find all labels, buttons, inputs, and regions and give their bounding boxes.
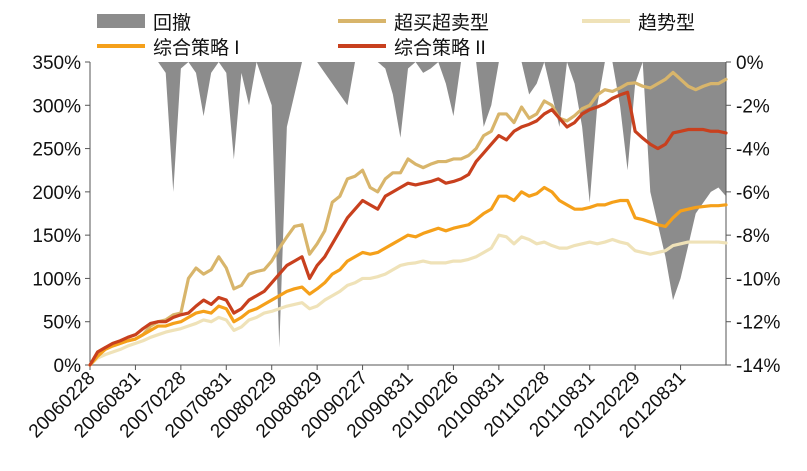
left-y-tick-label: 100% <box>32 269 81 290</box>
right-y-tick-label: -14% <box>736 356 780 377</box>
series-line-2 <box>88 233 728 367</box>
legend-label: 超买超卖型 <box>394 12 489 34</box>
right-y-tick-label: -8% <box>736 226 770 247</box>
left-y-axis-tick-labels: 0% 50% 100% 150% 200% 250% 300% 350% <box>32 53 81 377</box>
legend-label: 综合策略 II <box>394 37 486 59</box>
series-line-1 <box>88 70 728 367</box>
x-axis-tick-labels: 2006022820060831200702282007083120080229… <box>25 368 690 443</box>
right-y-tick-label: -10% <box>736 269 780 290</box>
axes <box>85 61 731 370</box>
series-line-3 <box>88 185 728 367</box>
right-y-tick-label: -2% <box>736 96 770 117</box>
left-y-tick-label: 350% <box>32 53 81 74</box>
legend-label: 综合策略 I <box>153 37 240 59</box>
left-y-tick-label: 200% <box>32 183 81 204</box>
right-y-tick-label: -12% <box>736 313 780 334</box>
right-y-axis-tick-labels: 0% -2% -4% -6% -8% -10% -12% -14% <box>736 53 780 377</box>
left-y-tick-label: 50% <box>43 313 81 334</box>
legend-swatch <box>97 14 145 28</box>
right-y-tick-label: -4% <box>736 140 770 161</box>
drawdown-area-layer <box>90 62 726 348</box>
right-y-tick-label: -6% <box>736 183 770 204</box>
left-y-tick-label: 150% <box>32 226 81 247</box>
legend-label: 趋势型 <box>638 12 695 34</box>
left-y-tick-label: 300% <box>32 96 81 117</box>
legend-label: 回撤 <box>153 12 191 34</box>
series-lines <box>88 70 728 367</box>
right-y-tick-label: 0% <box>736 53 764 74</box>
drawdown-area <box>90 62 726 348</box>
series-line-4 <box>88 90 728 367</box>
left-y-tick-label: 250% <box>32 140 81 161</box>
left-y-tick-label: 0% <box>54 356 82 377</box>
